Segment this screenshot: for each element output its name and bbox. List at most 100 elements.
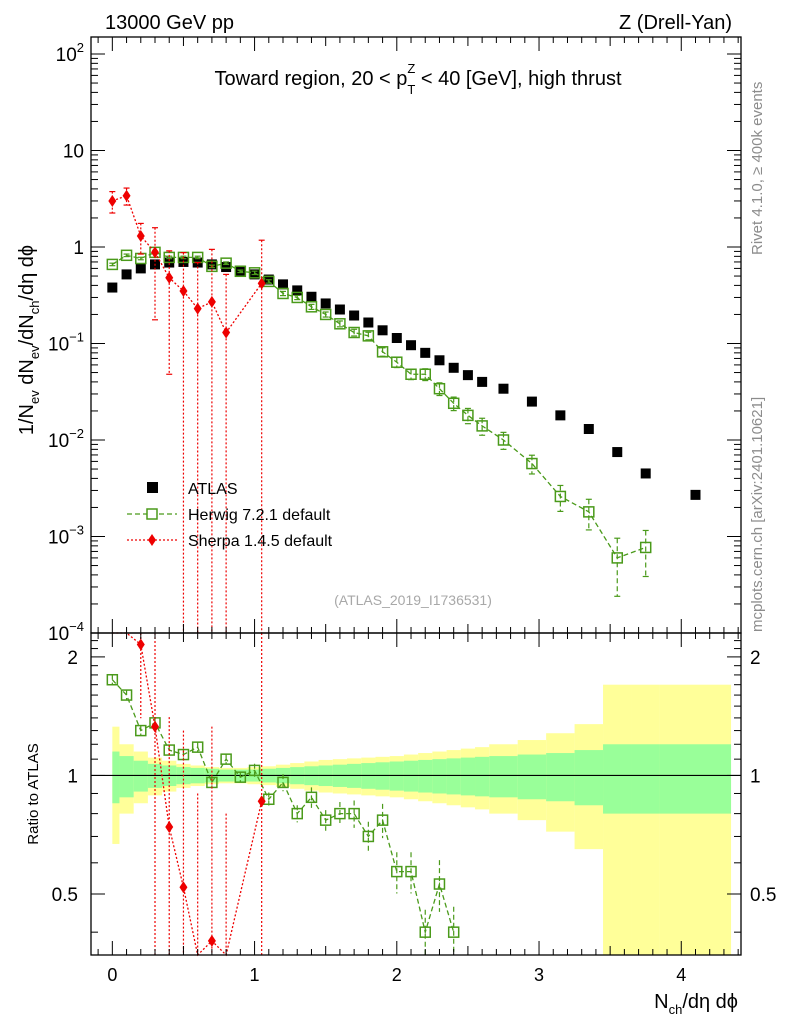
band-green-bin (659, 744, 732, 814)
x-axis-label: Nch/dη dϕ (654, 991, 738, 1017)
band-yellow-bin (631, 684, 660, 955)
rivet-label: Rivet 4.1.0, ≥ 400k events (749, 82, 766, 255)
herwig-marker (362, 330, 375, 342)
atlas-point (462, 370, 473, 381)
herwig-marker (526, 457, 538, 470)
herwig-marker (191, 741, 204, 753)
atlas-point (320, 298, 331, 309)
herwig-marker (305, 791, 318, 804)
sherpa-marker (257, 277, 266, 290)
sherpa-marker (122, 189, 131, 202)
x-tick-label: 0 (107, 965, 117, 985)
x-tick-label: 2 (392, 965, 402, 985)
herwig-marker (106, 258, 119, 271)
herwig-ratio-line (111, 679, 455, 935)
chart-title: Toward region, 20 < pZ T < 40 [GeV], high… (214, 61, 621, 97)
x-tick-label: 3 (534, 965, 544, 985)
atlas-point (434, 355, 445, 366)
atlas-point (391, 333, 402, 344)
herwig-marker (348, 326, 360, 339)
band-green-bin (489, 756, 518, 798)
sherpa-marker (165, 820, 174, 833)
herwig-marker (433, 382, 446, 395)
atlas-point (135, 263, 146, 274)
y-tick-label-ratio-left: 0.5 (52, 885, 78, 906)
sherpa-marker (179, 881, 188, 894)
band-green-bin (119, 756, 134, 798)
herwig-marker (447, 926, 460, 938)
herwig-marker (376, 814, 389, 826)
atlas-point (612, 447, 623, 458)
band-green-bin (112, 751, 120, 804)
herwig-marker (497, 434, 510, 446)
herwig-marker (554, 490, 567, 503)
atlas-point (583, 424, 594, 435)
sherpa-ratio-line (112, 632, 263, 957)
herwig-marker (248, 267, 261, 279)
herwig-marker (220, 257, 232, 269)
atlas-point (292, 285, 303, 296)
atlas-point (498, 383, 509, 394)
herwig-marker (391, 865, 403, 878)
legend: ATLAS Herwig 7.2.1 default Sherpa 1.4.5 de… (127, 481, 333, 550)
sherpa-marker (108, 194, 117, 207)
atlas-point (477, 376, 488, 387)
legend-label: Herwig 7.2.1 default (188, 507, 331, 524)
sherpa-marker (151, 720, 160, 733)
herwig-marker (419, 368, 431, 381)
band-green-bin (475, 756, 490, 797)
header-left: 13000 GeV pp (105, 12, 234, 34)
sherpa-marker (136, 638, 145, 651)
herwig-marker (120, 249, 133, 262)
band-green-bin (460, 757, 476, 796)
ratio-panel-frame (90, 632, 742, 956)
y-axis-label-ratio: Ratio to ATLAS (25, 743, 42, 844)
herwig-marker (277, 776, 289, 789)
herwig-marker (291, 807, 303, 820)
y-tick-label-ratio-right: 2 (750, 648, 761, 669)
band-green-bin (631, 744, 660, 814)
axis-tick-labels: 0 1 2 3 4 102 10 1 10−1 10−2 10−3 10−4 0.5 0.5 1 1 2 2 (48, 40, 776, 985)
axis-ticks (91, 37, 741, 955)
atlas-point (640, 468, 651, 479)
herwig-marker (277, 287, 289, 300)
band-green-bin (546, 753, 575, 802)
atlas-point (349, 310, 360, 321)
band-green-bin (517, 754, 547, 800)
herwig-marker (405, 368, 417, 381)
atlas-point (420, 347, 431, 358)
header-right: Z (Drell-Yan) (619, 12, 732, 34)
legend-marker-herwig (146, 508, 158, 520)
sherpa-line (112, 194, 263, 334)
legend-marker-sherpa (148, 534, 156, 546)
band-green-bin (133, 760, 148, 792)
herwig-marker (291, 291, 303, 304)
atlas-point (377, 325, 388, 336)
y-tick-label-ratio-right: 0.5 (750, 885, 776, 906)
herwig-marker (305, 301, 318, 313)
atlas-point (526, 396, 537, 407)
band-green-bin (418, 759, 433, 793)
herwig-marker (391, 356, 403, 368)
atlas-point (306, 291, 317, 302)
atlas-point (690, 489, 701, 500)
herwig-marker (220, 753, 232, 765)
y-tick-label-top: 10−3 (48, 522, 84, 548)
atlas-point (363, 317, 374, 328)
herwig-marker (611, 552, 624, 564)
herwig-marker (348, 807, 360, 820)
y-tick-label-top: 1 (73, 238, 84, 259)
band-green-bin (403, 760, 419, 792)
atlas-point (555, 410, 566, 421)
y-tick-label-top: 10−4 (48, 619, 84, 645)
herwig-marker (433, 878, 446, 890)
sherpa-ratio-points (112, 632, 266, 957)
atlas-points (107, 256, 701, 500)
herwig-marker (462, 409, 474, 422)
sherpa-points (108, 187, 266, 633)
herwig-marker (191, 251, 204, 264)
herwig-marker (248, 764, 261, 777)
atlas-point (448, 362, 459, 373)
atlas-point (206, 259, 217, 270)
y-tick-label-ratio-right: 1 (750, 766, 761, 787)
